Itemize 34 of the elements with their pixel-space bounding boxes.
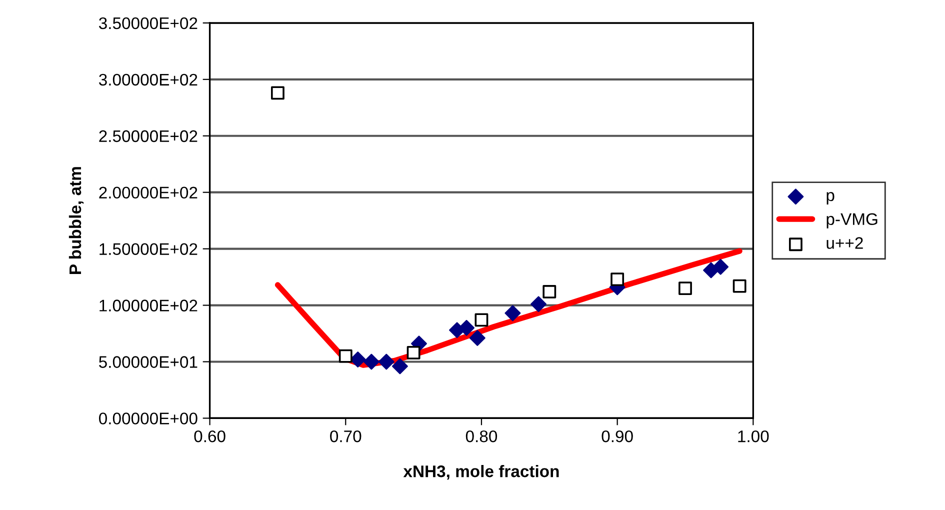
x-tick-label: 0.80 xyxy=(466,430,498,442)
point xyxy=(504,305,521,322)
x-tick-label: 0.90 xyxy=(602,430,633,442)
x-tick-label: 0.70 xyxy=(330,430,362,442)
point xyxy=(392,358,408,374)
point xyxy=(678,282,692,296)
x-axis-title: xNH3, mole fraction xyxy=(403,464,559,480)
point xyxy=(378,354,394,370)
point xyxy=(542,285,556,298)
y-tick-label: 1.50000E+02 xyxy=(100,243,198,256)
y-axis-title: P bubble, atm xyxy=(68,167,84,274)
point xyxy=(732,279,746,293)
y-tick-label: 2.50000E+02 xyxy=(99,130,198,142)
legend-label: u++2 xyxy=(826,237,863,249)
x-tick-label: 0.60 xyxy=(194,430,226,442)
point xyxy=(363,354,380,370)
point xyxy=(610,272,624,286)
y-tick-label: 3.50000E+02 xyxy=(98,17,198,30)
y-tick-label: 5.00000E+01 xyxy=(99,356,198,368)
point xyxy=(406,346,420,360)
point xyxy=(458,320,475,336)
point xyxy=(270,86,284,100)
y-tick-label: 1.00000E+02 xyxy=(100,300,198,312)
point xyxy=(712,258,729,275)
x-tick-label: 1.00 xyxy=(738,430,769,442)
point xyxy=(338,349,352,363)
y-tick-label: 3.00000E+02 xyxy=(98,74,198,86)
legend-label: p xyxy=(826,192,834,204)
point xyxy=(469,330,486,346)
y-tick-label: 0.00000E+00 xyxy=(99,412,198,424)
y-tick-label: 2.00000E+02 xyxy=(99,186,198,199)
point xyxy=(530,296,547,312)
point xyxy=(474,313,488,327)
legend-label: p-VMG xyxy=(826,213,878,228)
